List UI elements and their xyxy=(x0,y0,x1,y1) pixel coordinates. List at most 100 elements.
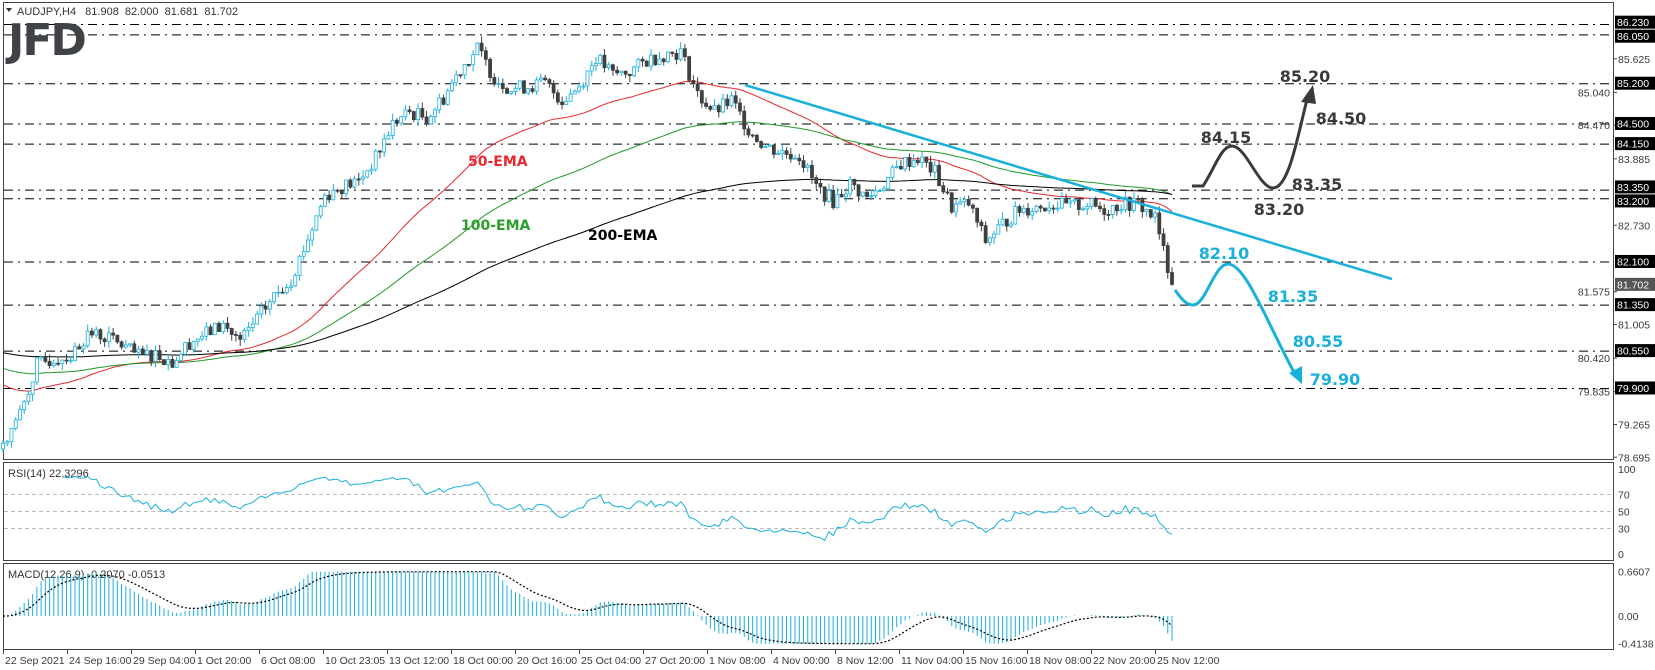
bull-candle xyxy=(763,146,768,149)
bull-candle xyxy=(666,51,670,63)
bear-candle xyxy=(733,95,738,104)
bull-candle xyxy=(932,164,937,173)
bear-candle xyxy=(941,185,946,193)
price-tick-label: 83.885 xyxy=(1618,154,1650,166)
bear-candle xyxy=(801,160,806,168)
bear-candle xyxy=(547,79,552,84)
bullish-arrow-icon xyxy=(1301,85,1316,104)
high-value: 82.000 xyxy=(125,6,159,18)
bear-candle xyxy=(755,134,759,142)
current-price-box xyxy=(1615,277,1655,291)
bear-candle xyxy=(64,359,69,362)
bull-candle xyxy=(204,326,209,337)
level-price-label: 84.500 xyxy=(1617,118,1649,130)
bear-candle xyxy=(132,343,137,353)
bear-candle xyxy=(784,150,789,155)
open-value: 81.908 xyxy=(85,6,119,18)
ema-line-50 xyxy=(2,81,1173,392)
bear-candle xyxy=(1157,212,1162,235)
rsi-panel[interactable] xyxy=(3,462,1614,561)
bearish-arrow-icon xyxy=(1289,366,1302,384)
bull-candle xyxy=(60,359,65,365)
ema-line-200 xyxy=(2,178,1173,358)
price-tick-label: 78.695 xyxy=(1618,452,1650,464)
bear-candle xyxy=(852,178,857,186)
bull-candle xyxy=(18,409,22,421)
bear-candle xyxy=(479,42,484,52)
bear-candle xyxy=(915,160,920,164)
bear-candle xyxy=(1093,198,1098,207)
bear-candle xyxy=(788,153,793,160)
bear-candle xyxy=(924,156,929,163)
bull-candle xyxy=(462,64,467,76)
bear-candle xyxy=(644,60,649,67)
bull-candle xyxy=(30,381,35,395)
bear-candle xyxy=(119,341,124,348)
bear-candle xyxy=(208,326,213,336)
bull-candle xyxy=(577,86,581,92)
bull-candle xyxy=(827,189,831,202)
rsi-tick-label: 30 xyxy=(1618,524,1630,536)
bull-candle xyxy=(1047,207,1052,212)
price-axis[interactable]: 85.625 85.040 84.470 83.885 82.730 81.575 81.0… xyxy=(1578,15,1655,465)
bull-candle xyxy=(526,88,531,94)
bull-candle xyxy=(246,327,251,331)
bull-candle xyxy=(678,48,683,60)
macd-tick-label: 0.00 xyxy=(1618,611,1639,623)
bear-candle xyxy=(492,77,497,85)
ema-lines xyxy=(2,81,1173,392)
bear-candle xyxy=(551,82,556,94)
bull-candle xyxy=(212,322,217,336)
bear-candle xyxy=(738,102,742,112)
bull-candle xyxy=(272,292,276,303)
bull-candle xyxy=(22,401,27,411)
bear-candle xyxy=(162,359,166,366)
bull-candle xyxy=(843,193,848,198)
bull-candle xyxy=(200,335,204,340)
level-price-box xyxy=(1615,137,1655,151)
bull-candle xyxy=(920,156,925,164)
bull-candle xyxy=(869,195,874,198)
time-axis[interactable]: 22 Sep 2021 24 Sep 16:00 29 Sep 04:00 1 Oct… xyxy=(3,650,1220,667)
price-tick-label: 82.730 xyxy=(1618,220,1650,232)
bear-candle xyxy=(1017,206,1022,213)
level-price-label: 83.350 xyxy=(1617,182,1649,194)
bear-candle xyxy=(170,358,175,368)
bear-candle xyxy=(674,53,679,60)
bull-candle xyxy=(496,82,501,85)
bull-candle xyxy=(568,93,573,102)
bear-candle xyxy=(742,110,747,130)
bear-candle xyxy=(1170,272,1174,285)
bull-candle xyxy=(958,201,963,205)
bear-candle xyxy=(831,189,836,209)
time-label: 20 Oct 16:00 xyxy=(517,655,577,667)
bear-candle xyxy=(653,54,658,66)
bull-candle xyxy=(373,150,378,170)
bull-candle xyxy=(403,109,408,118)
bear-candle xyxy=(822,186,827,202)
bear-candle xyxy=(979,221,984,227)
downtrend-line[interactable] xyxy=(744,83,1393,281)
level-price-label: 85.200 xyxy=(1617,78,1649,90)
rsi-tick-label: 50 xyxy=(1618,507,1630,519)
time-label: 24 Sep 16:00 xyxy=(69,655,132,667)
price-panel[interactable] xyxy=(3,2,1614,460)
bear-candle xyxy=(505,88,509,94)
bear-candle xyxy=(1127,196,1132,211)
bull-candle xyxy=(564,100,569,105)
bull-candle xyxy=(174,359,179,368)
bull-candle xyxy=(26,394,31,403)
bull-candle xyxy=(1013,206,1018,225)
bull-candle xyxy=(1153,212,1157,218)
dropdown-triangle-icon[interactable] xyxy=(6,8,12,12)
rsi-tick-label: 0 xyxy=(1618,549,1624,561)
bear-candle xyxy=(348,179,353,188)
bear-candle xyxy=(56,362,60,365)
macd-panel[interactable] xyxy=(3,563,1614,650)
bear-candle xyxy=(43,356,48,362)
bear-candle xyxy=(1106,214,1111,216)
bear-candle xyxy=(966,198,971,206)
bear-candle xyxy=(1102,208,1107,215)
bear-candle xyxy=(949,192,954,213)
